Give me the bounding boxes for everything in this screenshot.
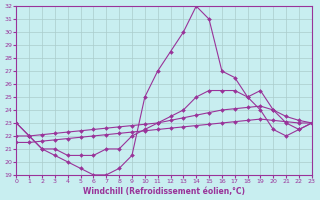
X-axis label: Windchill (Refroidissement éolien,°C): Windchill (Refroidissement éolien,°C) bbox=[83, 187, 245, 196]
